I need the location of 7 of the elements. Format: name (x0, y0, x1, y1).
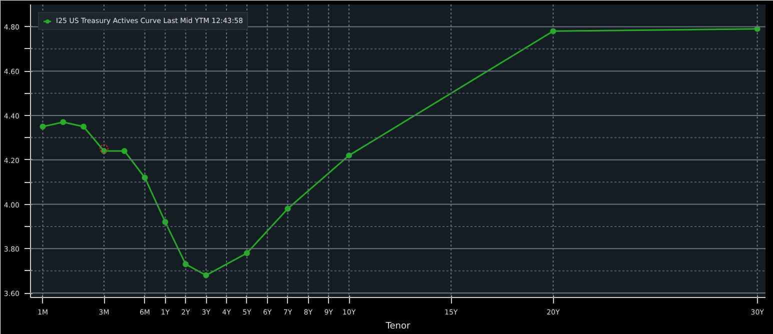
point (80, 124, 87, 130)
point (346, 152, 352, 158)
point (121, 148, 128, 154)
point (244, 250, 250, 256)
point (142, 174, 148, 181)
point (60, 119, 66, 126)
x-axis-title: Tenor (384, 322, 411, 332)
